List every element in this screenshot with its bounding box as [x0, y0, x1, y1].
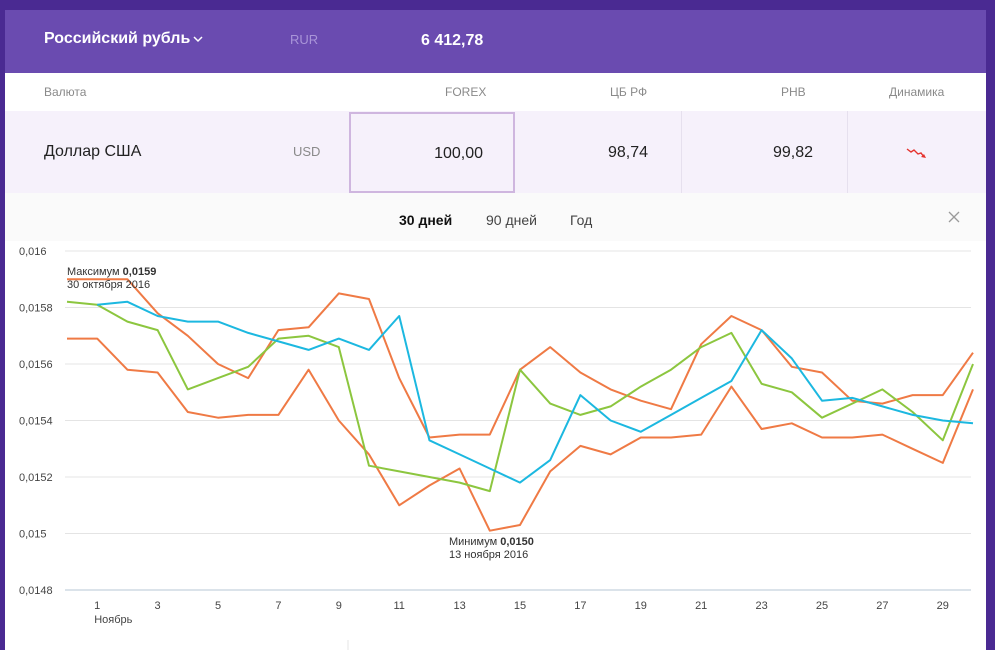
x-tick-label: 25 — [816, 600, 828, 612]
line-chart: 0,016 0,0158 0,0156 0,0154 0,0152 0,015 0,0148… — [19, 246, 974, 650]
y-tick-label: 0,0148 — [19, 585, 53, 597]
chevron-down-icon[interactable] — [191, 32, 205, 46]
tab-year[interactable]: Год — [570, 212, 593, 228]
series-line-avg — [97, 300, 974, 484]
tab-90-days[interactable]: 90 дней — [486, 212, 537, 228]
col-currency: Валюта — [44, 85, 87, 99]
col-forex: FOREX — [445, 85, 487, 99]
table-row[interactable]: Доллар США USD 100,00 98,74 99,82 — [5, 111, 986, 193]
series-line-cb — [67, 337, 974, 532]
x-tick-label: 5 — [215, 600, 221, 612]
currency-row-code: USD — [293, 144, 321, 159]
series-line-rnv — [66, 300, 974, 493]
col-rnv: РНВ — [781, 85, 806, 99]
max-annotation: Максимум 0,0159 — [67, 266, 156, 278]
month-label: Ноябрь — [94, 614, 132, 626]
divider — [681, 111, 682, 193]
x-tick-label: 27 — [876, 600, 888, 612]
x-tick-label: 29 — [937, 600, 949, 612]
col-cb: ЦБ РФ — [610, 85, 648, 99]
y-tick-label: 0,0158 — [19, 303, 53, 315]
rate-chart: 0,016 0,0158 0,0156 0,0154 0,0152 0,015 0,0148… — [5, 241, 986, 650]
x-tick-label: 9 — [336, 600, 342, 612]
period-tabs: 30 дней 90 дней Год — [5, 193, 986, 242]
x-tick-label: 13 — [453, 600, 465, 612]
x-tick-label: 1 — [94, 600, 100, 612]
x-tick-label: 19 — [635, 600, 647, 612]
min-annotation: Минимум 0,0150 — [449, 536, 534, 548]
currency-name: Доллар США — [44, 143, 142, 160]
close-icon[interactable] — [947, 210, 961, 224]
forex-value: 100,00 — [434, 145, 483, 162]
min-date: 13 ноября 2016 — [449, 549, 528, 561]
col-dynamics: Динамика — [889, 85, 945, 99]
x-tick-label: 15 — [514, 600, 526, 612]
y-tick-label: 0,0154 — [19, 416, 53, 428]
x-tick-label: 23 — [755, 600, 767, 612]
table-header: Валюта FOREX ЦБ РФ РНВ Динамика — [5, 73, 986, 112]
x-tick-label: 11 — [393, 600, 404, 612]
currency-widget: Российский рубль RUR 6 412,78 Валюта FOR… — [5, 10, 986, 650]
x-tick-label: 3 — [155, 600, 161, 612]
currency-dropdown[interactable]: Российский рубль — [44, 30, 191, 47]
y-tick-label: 0,0156 — [19, 359, 53, 371]
currency-code: RUR — [290, 32, 319, 47]
max-date: 30 октября 2016 — [67, 279, 150, 291]
forex-value-cell[interactable]: 100,00 — [349, 112, 515, 193]
y-tick-label: 0,016 — [19, 246, 47, 258]
x-tick-label: 17 — [574, 600, 586, 612]
currency-selector-bar: Российский рубль RUR 6 412,78 — [5, 10, 986, 73]
y-tick-label: 0,015 — [19, 529, 47, 541]
x-tick-label: 7 — [275, 600, 281, 612]
rnv-value: 99,82 — [772, 144, 813, 161]
cb-value: 98,74 — [607, 144, 648, 161]
trend-down-icon — [906, 148, 926, 158]
x-tick-label: 21 — [695, 600, 707, 612]
tab-30-days[interactable]: 30 дней — [399, 212, 453, 228]
series-line-forex — [67, 278, 974, 439]
amount-value[interactable]: 6 412,78 — [421, 32, 484, 49]
y-tick-label: 0,0152 — [19, 472, 53, 484]
divider — [847, 111, 848, 193]
